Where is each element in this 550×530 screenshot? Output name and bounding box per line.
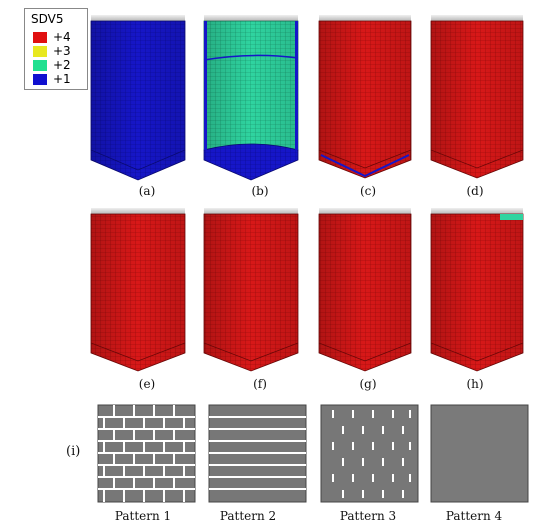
legend-label: +1	[53, 72, 71, 86]
panel-lid	[431, 15, 523, 21]
panel-d	[430, 15, 524, 179]
pattern-caption-1: Pattern 1	[114, 509, 172, 523]
legend-title: SDV5	[31, 12, 64, 26]
legend-label: +3	[53, 44, 71, 58]
panel-f	[203, 208, 299, 372]
pattern-caption-4: Pattern 4	[445, 509, 503, 523]
panel-h	[430, 208, 524, 372]
panel-lid	[91, 15, 185, 21]
legend-item: +3	[33, 44, 85, 58]
legend-swatch	[33, 74, 47, 85]
legend-swatch	[33, 60, 47, 71]
panel-caption-f: (f)	[253, 377, 267, 391]
legend: SDV5 +4 +3 +2 +1	[24, 8, 88, 90]
panel-caption-e: (e)	[138, 377, 156, 391]
panel-lid	[204, 208, 298, 214]
panel-g	[318, 208, 412, 372]
legend-item: +2	[33, 58, 85, 72]
legend-label: +2	[53, 58, 71, 72]
pattern-2-stripes	[208, 404, 307, 503]
panel-caption-h: (h)	[466, 377, 484, 391]
panel-b	[203, 15, 299, 181]
panel-lid	[431, 208, 523, 214]
panel-a	[90, 15, 186, 181]
pattern-caption-3: Pattern 3	[339, 509, 397, 523]
panel-lid	[319, 208, 411, 214]
pattern-1-brick	[97, 404, 196, 503]
legend-swatch	[33, 32, 47, 43]
pattern-tile	[320, 404, 419, 503]
panel-lid	[91, 208, 185, 214]
pattern-3-dashes	[320, 404, 419, 503]
panel-caption-d: (d)	[466, 184, 484, 198]
panel-caption-a: (a)	[138, 184, 156, 198]
panel-c	[318, 15, 412, 179]
legend-item: +4	[33, 30, 85, 44]
patterns-row-label: (i)	[66, 444, 81, 459]
panel-caption-c: (c)	[359, 184, 377, 198]
panel-lid	[204, 15, 298, 21]
legend-item: +1	[33, 72, 85, 86]
panel-caption-b: (b)	[251, 184, 269, 198]
legend-label: +4	[53, 30, 71, 44]
panel-base	[203, 143, 299, 181]
pattern-caption-2: Pattern 2	[219, 509, 277, 523]
panel-caption-g: (g)	[359, 377, 377, 391]
panel-lid	[319, 15, 411, 21]
panel-e	[90, 208, 186, 372]
legend-swatch	[33, 46, 47, 57]
pattern-4-plain	[430, 404, 529, 503]
pattern-tile	[430, 404, 529, 503]
